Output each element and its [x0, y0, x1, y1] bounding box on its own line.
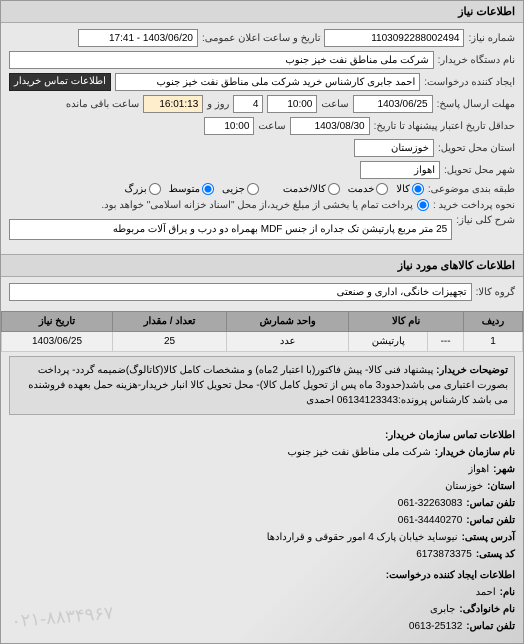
td-qty: 25 [113, 332, 227, 352]
family-label: نام خانوادگی: [459, 601, 515, 618]
city-field: اهواز [360, 161, 440, 179]
td-date: 1403/06/25 [2, 332, 113, 352]
goods-table: ردیف نام کالا واحد شمارش تعداد / مقدار ت… [1, 311, 523, 352]
response-deadline-label: مهلت ارسال پاسخ: [437, 99, 515, 110]
radio-medium-label: متوسط [169, 184, 200, 195]
validity-date-field: 1403/08/30 [290, 117, 370, 135]
org-value: شرکت ملی مناطق نفت خیز جنوب [288, 444, 431, 461]
group-label: گروه کالا: [476, 287, 515, 298]
radio-service-label: خدمت [348, 184, 375, 195]
validity-time-label: ساعت [258, 121, 285, 132]
public-datetime-label: تاریخ و ساعت اعلان عمومی: [202, 33, 321, 44]
radio-medium[interactable]: متوسط [169, 183, 214, 195]
th-date: تاریخ نیاز [2, 312, 113, 332]
radio-goods-input[interactable] [412, 183, 424, 195]
main-desc-field: 25 متر مربع پارتیشن تک جداره از جنس MDF … [9, 219, 452, 240]
contact-province-label: استان: [487, 478, 515, 495]
table-row: 1 --- پارتیشن عدد 25 1403/06/25 [2, 332, 523, 352]
response-time-label: ساعت [321, 99, 348, 110]
postal-value: 6173873375 [416, 546, 472, 563]
response-date-field: 1403/06/25 [353, 95, 433, 113]
td-unit: عدد [227, 332, 349, 352]
td-row: 1 [463, 332, 522, 352]
contact-title: اطلاعات تماس سازمان خریدار: [385, 427, 515, 444]
demand-type-label: طبقه بندی موضوعی: [428, 184, 515, 195]
radio-goods[interactable]: کالا [396, 183, 424, 195]
radio-both-input[interactable] [328, 183, 340, 195]
buyer-notes: توضیحات خریدار: پیشنهاد فنی کالا- پیش فا… [9, 356, 515, 415]
phone-label: تلفن تماس: [466, 495, 515, 512]
page-title: اطلاعات نیاز [1, 1, 523, 23]
days-label: روز و [207, 99, 229, 110]
phone-value: 061-32263083 [398, 495, 463, 512]
validity-time-field: 10:00 [204, 117, 254, 135]
fax-value: 061-34440270 [398, 512, 463, 529]
goods-section-title: اطلاعات کالاهای مورد نیاز [1, 254, 523, 277]
requester-label: ایجاد کننده درخواست: [424, 77, 515, 88]
radio-large[interactable]: بزرگ [125, 183, 161, 195]
fax-label: تلفن تماس: [466, 512, 515, 529]
buyer-name-label: نام دستگاه خریدار: [438, 55, 515, 66]
radio-goods-label: کالا [396, 184, 410, 195]
contact-province-value: خوزستان [445, 478, 483, 495]
payment-radio[interactable] [417, 199, 429, 211]
radio-small-label: جزیی [222, 184, 245, 195]
radio-both[interactable]: کالا/خدمت [283, 183, 340, 195]
address-label: آدرس پستی: [462, 529, 515, 546]
requester-field: احمد جابری کارشناس خرید شرکت ملی مناطق ن… [115, 73, 420, 91]
payment-label: نحوه پرداخت خرید : [433, 200, 515, 211]
radio-service[interactable]: خدمت [348, 183, 389, 195]
contact-button[interactable]: اطلاعات تماس خریدار [9, 73, 111, 91]
name-value: احمد [476, 584, 496, 601]
time-remaining-label: ساعت باقی مانده [66, 99, 139, 110]
radio-small-input[interactable] [247, 183, 259, 195]
province-label: استان محل تحویل: [438, 143, 515, 154]
buyer-name-field: شرکت ملی مناطق نفت خیز جنوب [9, 51, 434, 69]
days-remaining-field: 4 [233, 95, 263, 113]
creator-phone-value: 0613-25132 [409, 618, 462, 635]
name-label: نام: [500, 584, 515, 601]
th-row: ردیف [463, 312, 522, 332]
creator-phone-label: تلفن تماس: [466, 618, 515, 635]
th-unit: واحد شمارش [227, 312, 349, 332]
td-name: پارتیشن [349, 332, 428, 352]
radio-small[interactable]: جزیی [222, 183, 259, 195]
radio-large-input[interactable] [149, 183, 161, 195]
group-field: تجهیزات خانگی، اداری و صنعتی [9, 283, 472, 301]
request-number-field: 1103092288002494 [324, 29, 464, 47]
city-label: شهر محل تحویل: [444, 165, 515, 176]
td-code: --- [428, 332, 464, 352]
th-qty: تعداد / مقدار [113, 312, 227, 332]
payment-note: پرداخت تمام یا بخشی از مبلغ خرید،از محل … [101, 200, 413, 211]
province-field: خوزستان [354, 139, 434, 157]
public-datetime-field: 1403/06/20 - 17:41 [78, 29, 198, 47]
org-label: نام سازمان خریدار: [435, 444, 515, 461]
th-name: نام کالا [349, 312, 464, 332]
radio-large-label: بزرگ [125, 184, 147, 195]
main-desc-label: شرح کلی نیاز: [456, 215, 515, 226]
radio-service-input[interactable] [376, 183, 388, 195]
family-value: جابری [430, 601, 455, 618]
contact-city-label: شهر: [493, 461, 515, 478]
address-value: نیوساید خیابان پارک 4 امور حقوقی و قرارد… [267, 529, 458, 546]
radio-both-label: کالا/خدمت [283, 184, 326, 195]
validity-label: حداقل تاریخ اعتبار پیشنهاد تا تاریخ: [374, 121, 515, 132]
postal-label: کد پستی: [476, 546, 515, 563]
request-number-label: شماره نیاز: [468, 33, 515, 44]
contact-section: اطلاعات تماس سازمان خریدار: نام سازمان خ… [1, 419, 523, 643]
time-remaining-field: 16:01:13 [143, 95, 203, 113]
radio-medium-input[interactable] [202, 183, 214, 195]
response-time-field: 10:00 [267, 95, 317, 113]
notes-label: توضیحات خریدار: [436, 365, 508, 376]
contact-city-value: اهواز [468, 461, 489, 478]
